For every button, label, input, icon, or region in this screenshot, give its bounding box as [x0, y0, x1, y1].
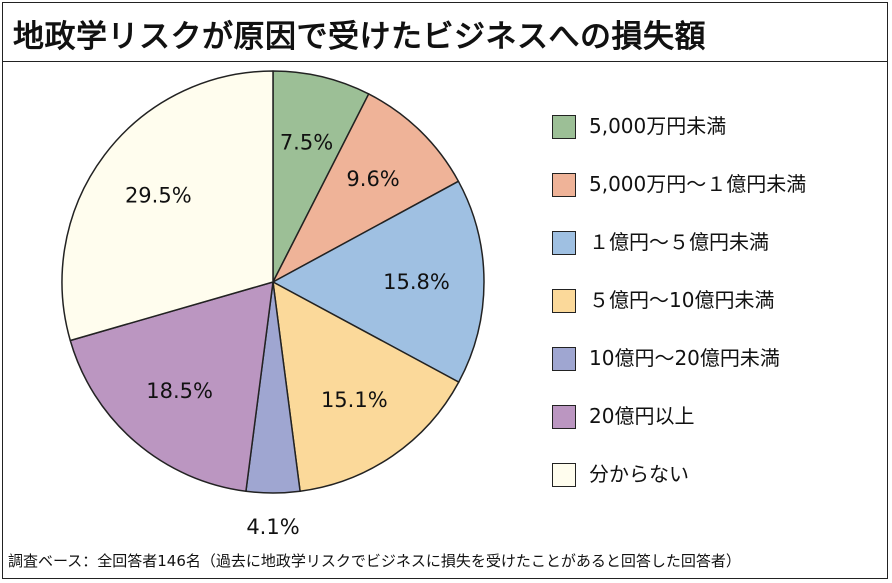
footnote: 調査ベース：全回答者146名（過去に地政学リスクでビジネスに損失を受けたことがあ…	[8, 552, 741, 570]
chart-title: 地政学リスクが原因で受けたビジネスへの損失額	[13, 19, 706, 55]
title-divider	[3, 61, 887, 62]
legend-swatch-1	[552, 115, 576, 139]
legend: 5,000万円未満 5,000万円～１億円未満 １億円～５億円未満 ５億円～10億円未…	[552, 112, 806, 518]
pie-slice-3	[272, 180, 485, 383]
pie-slices	[61, 70, 485, 494]
pie-slice-1	[272, 70, 370, 283]
legend-label-1: 5,000万円未満	[589, 114, 727, 138]
legend-item-4: ５億円～10億円未満	[552, 286, 806, 344]
pie-slice-label-6: 18.5%	[146, 379, 213, 403]
legend-label-4: ５億円～10億円未満	[589, 288, 775, 312]
pie-slice-label-3: 15.8%	[383, 270, 450, 294]
legend-label-5: 10億円～20億円未満	[589, 346, 780, 370]
legend-label-3: １億円～５億円未満	[589, 230, 769, 254]
legend-item-1: 5,000万円未満	[552, 112, 806, 170]
pie-slice-label-2: 9.6%	[346, 167, 399, 191]
legend-swatch-4	[552, 289, 576, 313]
pie-slice-label-7: 29.5%	[125, 184, 192, 208]
legend-item-3: １億円～５億円未満	[552, 228, 806, 286]
legend-swatch-6	[552, 405, 576, 429]
legend-item-2: 5,000万円～１億円未満	[552, 170, 806, 228]
pie-slice-6	[69, 281, 274, 493]
legend-item-6: 20億円以上	[552, 402, 806, 460]
pie-slice-label-4: 15.1%	[321, 388, 388, 412]
legend-item-7: 分からない	[552, 460, 806, 518]
legend-swatch-5	[552, 347, 576, 371]
legend-swatch-3	[552, 231, 576, 255]
legend-item-5: 10億円～20億円未満	[552, 344, 806, 402]
pie-labels: 7.5% 9.6% 15.8% 15.1% 4.1% 18.5% 29.5%	[125, 131, 450, 540]
pie-slice-label-1: 7.5%	[280, 131, 333, 155]
legend-label-6: 20億円以上	[589, 404, 695, 428]
legend-label-7: 分からない	[589, 462, 689, 486]
pie-slice-label-5: 4.1%	[246, 515, 299, 539]
pie-slice-4	[272, 281, 460, 493]
legend-label-2: 5,000万円～１億円未満	[589, 172, 807, 196]
legend-swatch-2	[552, 173, 576, 197]
pie-slice-2	[272, 93, 460, 283]
pie-slice-7	[61, 70, 274, 342]
legend-swatch-7	[552, 463, 576, 487]
